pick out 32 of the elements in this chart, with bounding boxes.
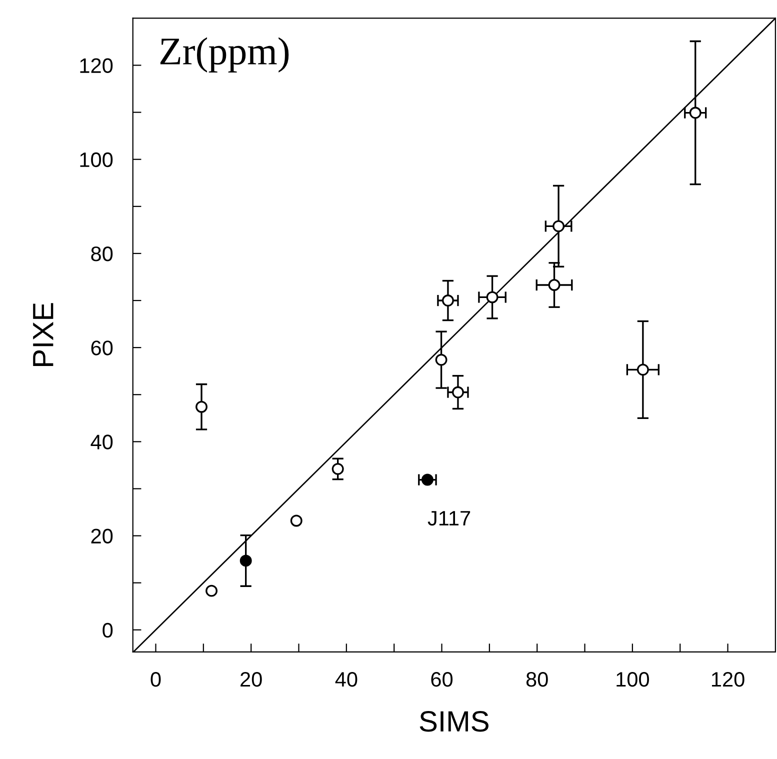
point [206,584,218,597]
x-tick-label: 20 [240,672,262,687]
y-axis-title: PIXE [33,303,54,366]
point [442,294,454,306]
x-tick-label: 100 [616,672,650,687]
point [435,354,448,366]
y-tick-label: 40 [90,434,113,450]
x-axis-title: SIMS [420,711,488,732]
x-tick-label: 0 [150,672,161,687]
point [240,554,252,567]
chart-title: Zr(ppm) [160,37,289,72]
point [452,386,464,398]
point [552,220,565,232]
point [332,462,344,475]
point [636,364,649,376]
y-tick-label: 0 [102,622,113,638]
x-tick-label: 80 [526,672,548,687]
point [196,400,208,413]
y-tick-label: 80 [91,246,113,262]
point [486,291,498,304]
x-tick-label: 120 [712,672,744,687]
x-tick-label: 40 [335,672,358,687]
y-tick-label: 100 [80,152,113,168]
point [290,514,302,527]
y-tick-label: 20 [91,528,113,544]
y-tick-label: 120 [80,58,113,74]
y-tick-label: 60 [91,340,113,356]
point [548,279,560,291]
x-tick-label: 60 [431,672,453,687]
point [689,106,702,119]
point [421,474,434,486]
annotation: J117 [428,511,470,526]
